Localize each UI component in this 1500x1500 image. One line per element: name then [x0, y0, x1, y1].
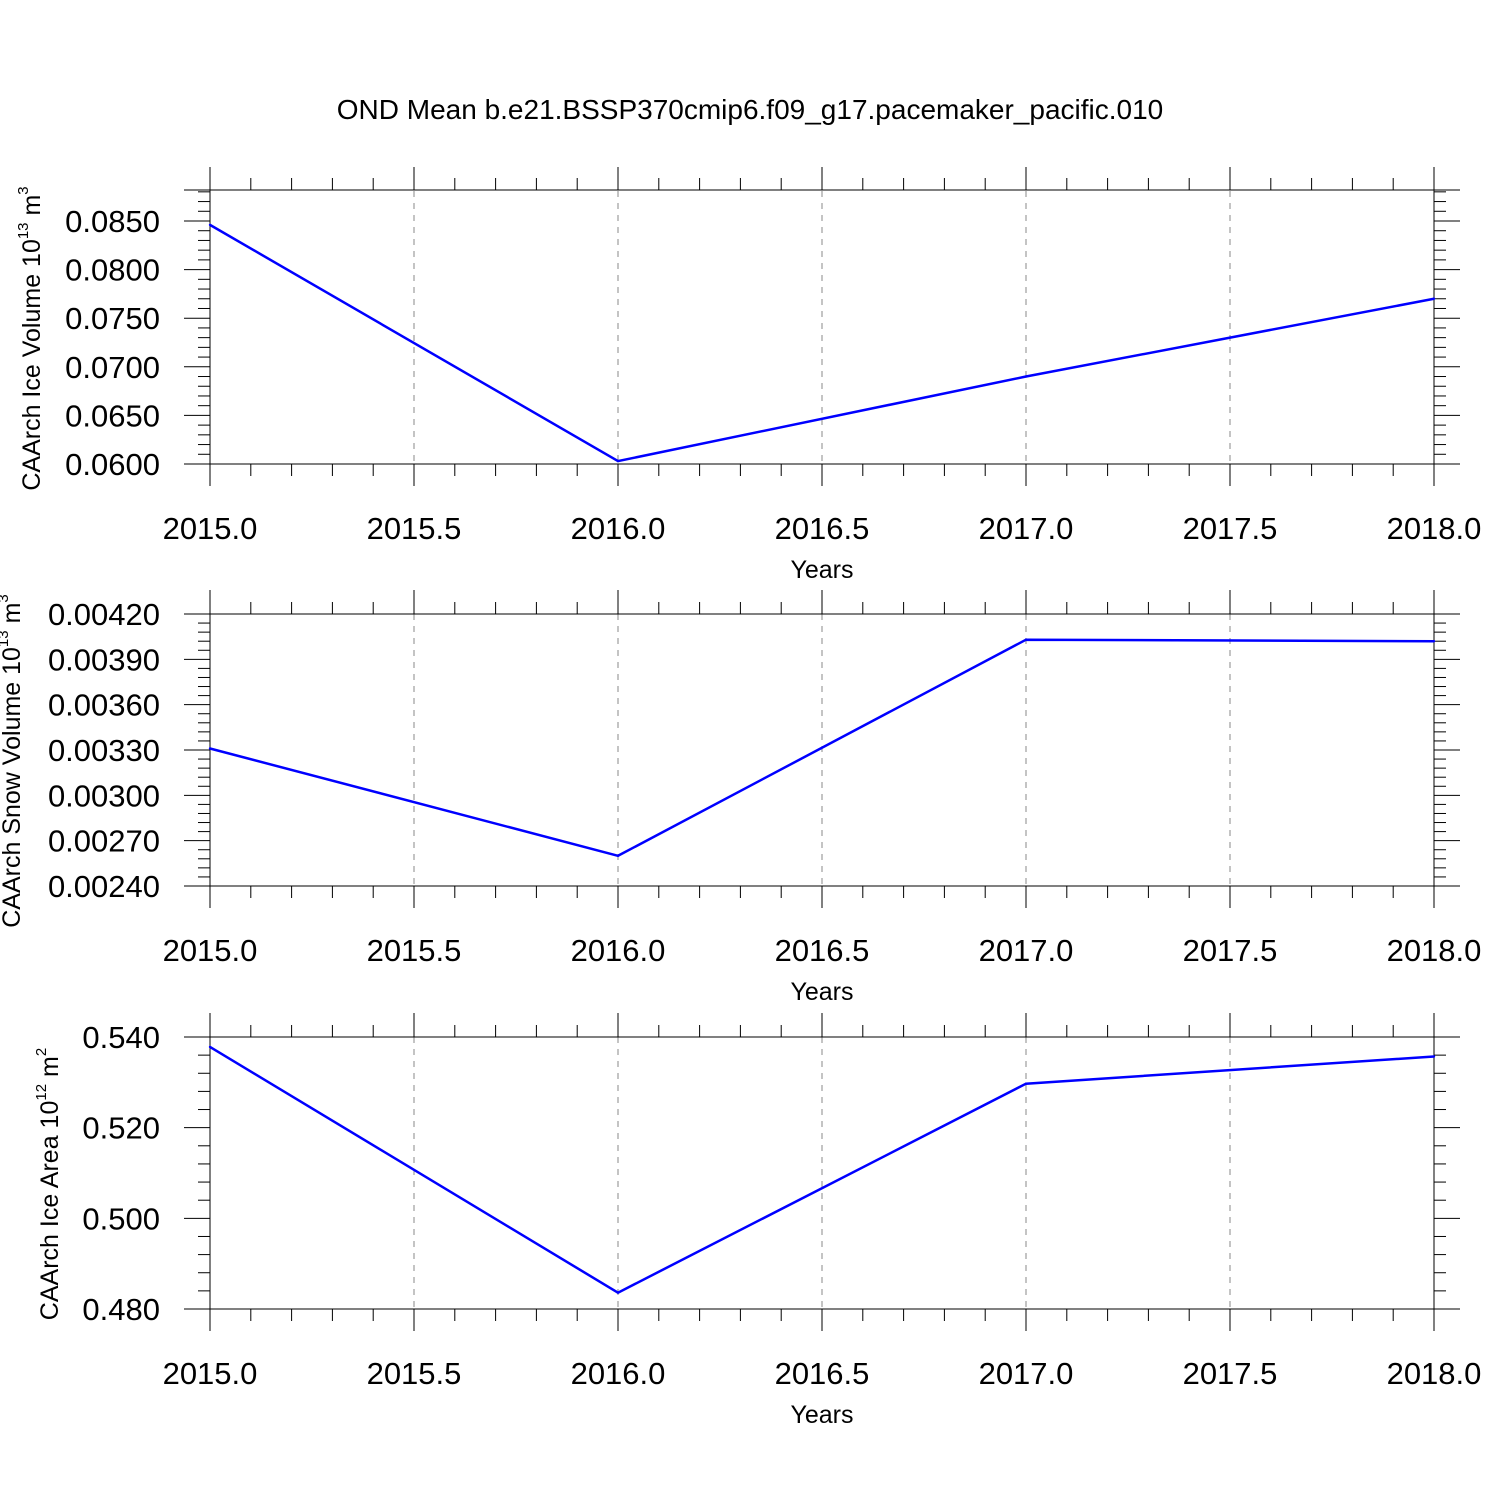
data-point [616, 854, 620, 857]
y-tick-label: 0.0850 [65, 204, 160, 239]
x-axis-label: Years [790, 978, 853, 1006]
y-tick-label: 0.480 [82, 1292, 160, 1327]
x-tick-label: 2015.5 [367, 1356, 462, 1391]
data-point [1024, 375, 1028, 378]
data-point [616, 1291, 620, 1294]
y-tick-label: 0.00300 [48, 778, 160, 813]
x-tick-label: 2016.5 [775, 511, 870, 546]
chart-title: OND Mean b.e21.BSSP370cmip6.f09_g17.pace… [337, 94, 1164, 125]
x-tick-label: 2017.0 [979, 933, 1074, 968]
x-tick-label: 2017.5 [1183, 1356, 1278, 1391]
panel-1: 0.0600 0.0650 0.0700 0.0750 0.0800 0.0850 2015… [15, 167, 1481, 584]
x-tick-label: 2017.5 [1183, 933, 1278, 968]
series-line [209, 1045, 1435, 1295]
x-tick-label: 2018.0 [1387, 511, 1482, 546]
x-tick-label: 2015.0 [163, 933, 258, 968]
data-point [1432, 297, 1436, 300]
x-tick-label: 2015.5 [367, 933, 462, 968]
y-tick-label: 0.00420 [48, 597, 160, 632]
x-tick-label: 2018.0 [1387, 933, 1482, 968]
y-tick-label: 0.00360 [48, 688, 160, 723]
y-tick-label: 0.0800 [65, 253, 160, 288]
x-tick-label: 2017.0 [979, 1356, 1074, 1391]
data-point [1432, 1055, 1436, 1058]
series-line [209, 638, 1435, 858]
y-tick-label: 0.0600 [65, 447, 160, 482]
y-tick-label: 0.0650 [65, 398, 160, 433]
data-point [208, 1045, 212, 1049]
y-tick-label: 0.0700 [65, 350, 160, 385]
x-axis-label: Years [790, 1401, 853, 1429]
y-tick-label: 0.0750 [65, 301, 160, 336]
y-axis-label: CAArch Ice Volume 1013 m3 [15, 186, 46, 490]
y-tick-label: 0.00270 [48, 824, 160, 859]
x-tick-label: 2016.0 [571, 1356, 666, 1391]
x-tick-label: 2017.0 [979, 511, 1074, 546]
data-point [208, 747, 212, 750]
x-tick-label: 2016.5 [775, 1356, 870, 1391]
x-tick-label: 2015.5 [367, 511, 462, 546]
y-tick-label: 0.500 [82, 1201, 160, 1236]
x-tick-label: 2016.0 [571, 933, 666, 968]
data-point [208, 223, 212, 227]
x-tick-label: 2016.5 [775, 933, 870, 968]
y-axis-label: CAArch Ice Area 1012 m2 [33, 1048, 64, 1320]
data-point [616, 459, 620, 463]
x-axis-label: Years [790, 556, 853, 584]
data-point [1024, 1082, 1028, 1085]
x-tick-label: 2015.0 [163, 1356, 258, 1391]
y-tick-label: 0.00390 [48, 642, 160, 677]
data-point [1024, 638, 1028, 641]
x-tick-label: 2016.0 [571, 511, 666, 546]
x-tick-label: 2015.0 [163, 511, 258, 546]
series-line [209, 223, 1435, 463]
y-axis-label: CAArch Snow Volume 1013 m3 [0, 594, 26, 928]
y-tick-label: 0.00330 [48, 733, 160, 768]
panel-3: 0.480 0.500 0.520 0.540 2015.0 2015.5 2016.0 20… [33, 1013, 1481, 1429]
y-tick-label: 0.520 [82, 1111, 160, 1146]
x-tick-label: 2018.0 [1387, 1356, 1482, 1391]
y-tick-label: 0.00240 [48, 869, 160, 904]
data-point [1432, 640, 1436, 643]
y-tick-label: 0.540 [82, 1020, 160, 1055]
x-tick-label: 2017.5 [1183, 511, 1278, 546]
panel-2: 0.00240 0.00270 0.00300 0.00330 0.00360 0.003… [0, 590, 1481, 1006]
